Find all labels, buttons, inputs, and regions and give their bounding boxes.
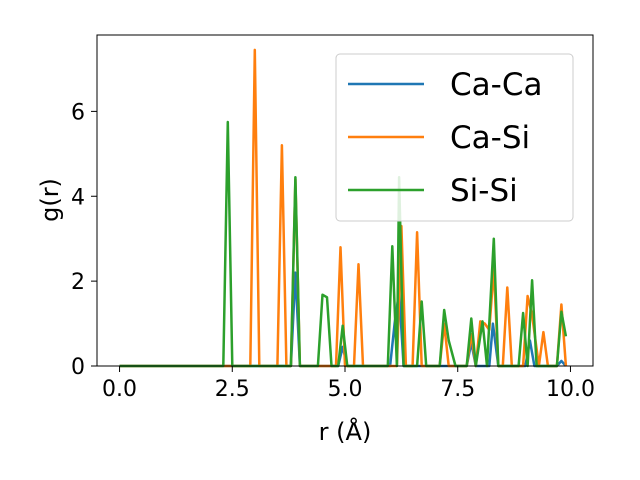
x-tick-label: 2.5 xyxy=(215,377,250,402)
x-axis-ticks: 0.0 2.5 5.0 7.5 10.0 xyxy=(102,366,595,402)
y-tick-label: 0 xyxy=(71,355,85,380)
y-tick-label: 6 xyxy=(71,100,85,125)
legend-box xyxy=(335,53,574,222)
x-tick-label: 7.5 xyxy=(440,377,475,402)
legend-label: Ca-Ca xyxy=(450,67,542,103)
x-tick-label: 0.0 xyxy=(102,377,137,402)
x-tick-label: 5.0 xyxy=(328,377,363,402)
y-tick-label: 2 xyxy=(71,270,85,295)
legend-label: Ca-Si xyxy=(450,120,530,156)
x-axis-label: r (Å) xyxy=(319,417,372,446)
legend-label: Si-Si xyxy=(450,173,518,209)
legend: Ca-Ca Ca-Si Si-Si xyxy=(335,53,574,222)
y-axis-ticks: 0 2 4 6 xyxy=(71,100,97,380)
y-axis-label: g(r) xyxy=(36,178,64,222)
y-tick-label: 4 xyxy=(71,185,85,210)
x-tick-label: 10.0 xyxy=(546,377,595,402)
